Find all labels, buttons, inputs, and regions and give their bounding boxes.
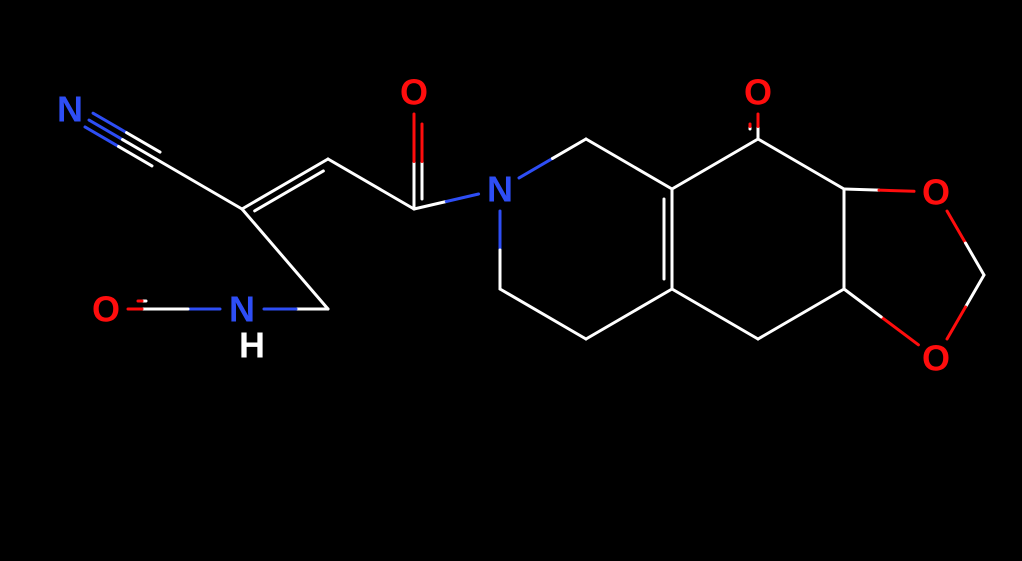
bond	[446, 194, 478, 202]
bond	[672, 289, 758, 339]
bond	[414, 201, 446, 209]
bond	[519, 158, 552, 177]
bond	[586, 139, 672, 189]
atom-o: O	[400, 72, 428, 113]
bond	[328, 159, 414, 209]
atom-o: O	[744, 72, 772, 113]
bond	[672, 139, 758, 189]
bond	[966, 243, 984, 275]
bond	[89, 120, 122, 139]
bond	[881, 317, 918, 345]
molecule-diagram: NNHOONOOO	[0, 0, 1022, 561]
bond	[844, 189, 879, 190]
atom-o: O	[922, 172, 950, 213]
bond	[966, 275, 984, 307]
bond	[156, 159, 242, 209]
bond	[500, 289, 586, 339]
bond	[242, 159, 328, 209]
atom-o: O	[92, 289, 120, 330]
atom-o: O	[922, 338, 950, 379]
bond	[758, 289, 844, 339]
bond	[586, 289, 672, 339]
atom-n: N	[57, 89, 83, 130]
bond	[127, 133, 160, 152]
atom-n: N	[229, 289, 255, 330]
atom-n: N	[487, 169, 513, 210]
atom-h: H	[239, 325, 265, 366]
bond	[118, 146, 151, 165]
bond	[123, 140, 156, 159]
bond	[85, 127, 118, 146]
bond	[553, 139, 586, 158]
bond	[947, 211, 965, 243]
bond	[758, 139, 844, 189]
bond	[93, 113, 126, 132]
bond	[947, 307, 965, 339]
bond	[844, 289, 881, 317]
bond	[879, 190, 914, 191]
bond	[255, 171, 324, 211]
